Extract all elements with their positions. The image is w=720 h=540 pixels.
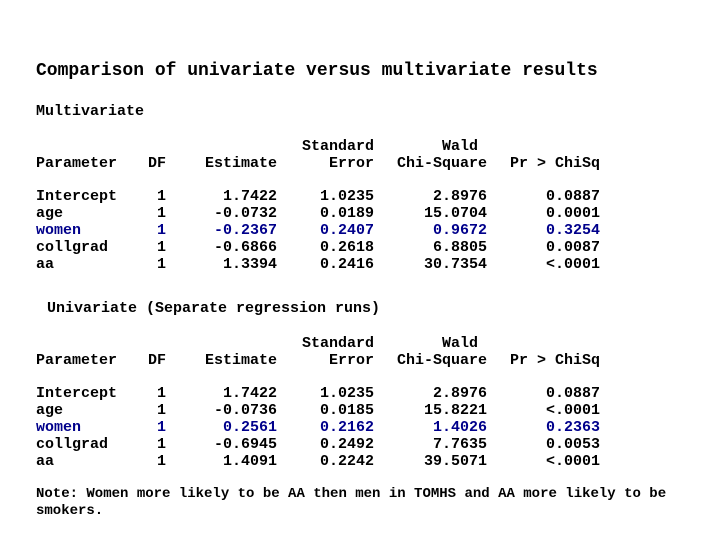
parameter-cell: women: [36, 221, 82, 239]
pr-chisq-cell: <.0001: [545, 255, 600, 273]
wald-chi-square-cell: 6.8805: [432, 238, 487, 256]
df-cell: 1: [156, 221, 166, 239]
pr-chisq-cell: <.0001: [545, 452, 600, 470]
std-error-cell: 0.2416: [319, 255, 374, 273]
std-error-cell: 0.2407: [319, 221, 374, 239]
df-cell: 1: [156, 435, 166, 453]
estimate-cell: -0.2367: [213, 221, 277, 239]
parameter-cell: aa: [36, 255, 55, 273]
df-cell: 1: [156, 402, 166, 420]
pr-chisq-cell: 0.0887: [545, 188, 600, 206]
df-cell: 1: [156, 238, 166, 256]
pr-chisq-cell: <.0001: [545, 402, 600, 420]
pr-chisq-cell: 0.0053: [545, 435, 600, 453]
estimate-cell: 1.7422: [222, 385, 277, 403]
df-cell: 1: [156, 418, 166, 436]
parameter-header: Parameter: [36, 154, 118, 172]
std-error-cell: 0.2242: [319, 452, 374, 470]
table-row: Intercept 1 1.7422 1.0235 2.8976 0.0887: [36, 189, 600, 206]
wald-header: Wald: [441, 335, 478, 352]
table-header-row-top: Standard Wald: [36, 138, 600, 156]
chi-square-header: Chi-Square: [396, 351, 487, 369]
parameter-cell: collgrad: [36, 435, 109, 453]
std-error-cell: 0.0189: [319, 205, 374, 223]
table-row: aa 1 1.4091 0.2242 39.5071 <.0001: [36, 452, 600, 471]
df-header: DF: [147, 154, 166, 172]
header-spacer-row: [36, 370, 600, 387]
estimate-cell: -0.0736: [213, 402, 277, 420]
table-row: collgrad 1 -0.6945 0.2492 7.7635 0.0053: [36, 435, 600, 454]
parameter-cell: age: [36, 402, 64, 420]
wald-header: Wald: [441, 138, 478, 155]
page-title: Comparison of univariate versus multivar…: [36, 61, 598, 81]
wald-chi-square-cell: 7.7635: [432, 435, 487, 453]
parameter-cell: Intercept: [36, 188, 118, 206]
table-header-row: Parameter DF Estimate Error Chi-Square P…: [36, 154, 600, 173]
estimate-cell: -0.0732: [213, 205, 277, 223]
parameter-cell: women: [36, 418, 82, 436]
df-cell: 1: [156, 452, 166, 470]
multivariate-section-label: Multivariate: [36, 103, 145, 120]
table-row-highlighted: women 1 -0.2367 0.2407 0.9672 0.3254: [36, 221, 600, 240]
table-header-row-top: Standard Wald: [36, 335, 600, 353]
error-header: Error: [328, 351, 374, 369]
wald-chi-square-cell: 0.9672: [432, 221, 487, 239]
parameter-cell: age: [36, 205, 64, 223]
table-row: collgrad 1 -0.6866 0.2618 6.8805 0.0087: [36, 238, 600, 257]
chi-square-header: Chi-Square: [396, 154, 487, 172]
df-cell: 1: [156, 205, 166, 223]
multivariate-results-table: Standard Wald Parameter DF Estimate Erro…: [36, 138, 600, 274]
wald-chi-square-cell: 30.7354: [423, 255, 487, 273]
table-header-row: Parameter DF Estimate Error Chi-Square P…: [36, 351, 600, 370]
std-error-cell: 0.2618: [319, 238, 374, 256]
table-row: age 1 -0.0736 0.0185 15.8221 <.0001: [36, 402, 600, 420]
table-row: age 1 -0.0732 0.0189 15.0704 0.0001: [36, 205, 600, 223]
header-spacer-row: [36, 173, 600, 190]
table-row-highlighted: women 1 0.2561 0.2162 1.4026 0.2363: [36, 418, 600, 437]
estimate-cell: -0.6866: [213, 238, 277, 256]
univariate-section-label: Univariate (Separate regression runs): [47, 300, 381, 317]
wald-chi-square-cell: 39.5071: [423, 452, 487, 470]
estimate-header: Estimate: [204, 154, 277, 172]
std-error-cell: 0.0185: [319, 402, 374, 420]
wald-chi-square-cell: 1.4026: [432, 418, 487, 436]
standard-header: Standard: [301, 138, 374, 155]
error-header: Error: [328, 154, 374, 172]
std-error-cell: 0.2162: [319, 418, 374, 436]
std-error-cell: 1.0235: [319, 385, 374, 403]
estimate-cell: 1.3394: [222, 255, 277, 273]
estimate-cell: 1.7422: [222, 188, 277, 206]
wald-chi-square-cell: 2.8976: [432, 188, 487, 206]
pr-chisq-header: Pr > ChiSq: [509, 351, 600, 369]
pr-chisq-cell: 0.2363: [545, 418, 600, 436]
std-error-cell: 1.0235: [319, 188, 374, 206]
standard-header: Standard: [301, 335, 374, 352]
pr-chisq-cell: 0.0087: [545, 238, 600, 256]
df-header: DF: [147, 351, 166, 369]
pr-chisq-cell: 0.3254: [545, 221, 600, 239]
estimate-header: Estimate: [204, 351, 277, 369]
pr-chisq-cell: 0.0001: [545, 205, 600, 223]
std-error-cell: 0.2492: [319, 435, 374, 453]
table-row: Intercept 1 1.7422 1.0235 2.8976 0.0887: [36, 386, 600, 403]
footnote: Note: Women more likely to be AA then me…: [36, 486, 667, 520]
wald-chi-square-cell: 15.0704: [423, 205, 487, 223]
parameter-cell: aa: [36, 452, 55, 470]
estimate-cell: 1.4091: [222, 452, 277, 470]
df-cell: 1: [156, 385, 166, 403]
estimate-cell: 0.2561: [222, 418, 277, 436]
df-cell: 1: [156, 255, 166, 273]
parameter-cell: Intercept: [36, 385, 118, 403]
wald-chi-square-cell: 2.8976: [432, 385, 487, 403]
univariate-results-table: Standard Wald Parameter DF Estimate Erro…: [36, 335, 600, 471]
pr-chisq-header: Pr > ChiSq: [509, 154, 600, 172]
pr-chisq-cell: 0.0887: [545, 385, 600, 403]
parameter-header: Parameter: [36, 351, 118, 369]
table-row: aa 1 1.3394 0.2416 30.7354 <.0001: [36, 255, 600, 274]
parameter-cell: collgrad: [36, 238, 109, 256]
df-cell: 1: [156, 188, 166, 206]
wald-chi-square-cell: 15.8221: [423, 402, 487, 420]
estimate-cell: -0.6945: [213, 435, 277, 453]
